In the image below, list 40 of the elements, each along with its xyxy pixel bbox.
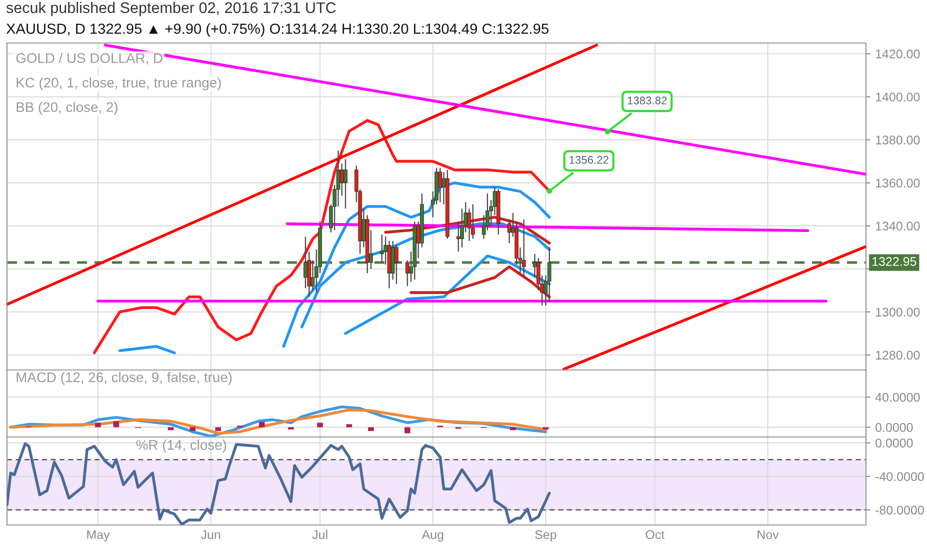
candlestick: [304, 236, 308, 289]
line-series: [344, 254, 551, 335]
y-tick-label: 0.0000: [876, 423, 913, 432]
chart-title: secuk published September 02, 2016 17:31 UTC: [6, 2, 336, 16]
annotation: MACD (12, 26, close, 9, false, true): [16, 372, 232, 385]
chart-subtitle: XAUUSD, D 1322.95 ▲ +9.90 (+0.75%) O:1314.24 H:1330.20 L:1304.49 C:1322.95: [6, 23, 548, 37]
x-tick-label: Sep: [535, 530, 556, 542]
y-tick-label: 1300.00: [876, 308, 920, 317]
y-tick-label: 1340.00: [876, 222, 920, 231]
annotation: 1383.82: [628, 96, 667, 104]
y-tick-label: 40.0000: [875, 392, 920, 402]
x-tick-label: Oct: [646, 530, 665, 540]
x-tick-label: Aug: [422, 530, 444, 542]
x-tick-label: Nov: [758, 530, 779, 540]
y-tick-label: 1400.00: [876, 92, 920, 102]
candlestick: [344, 158, 348, 210]
y-tick-label: -40.0000: [876, 472, 924, 482]
x-tick-label: Jul: [312, 530, 328, 540]
annotation: BB (20, close, 2): [16, 102, 118, 115]
y-tick-label: 1360.00: [876, 178, 920, 188]
candlestick: [394, 244, 398, 284]
annotation: GOLD / US DOLLAR, D: [16, 52, 162, 65]
candlestick: [522, 218, 526, 278]
annotation: KC (20, 1, close, true, true range): [16, 77, 221, 90]
y-tick-label: 0.0000: [876, 438, 913, 448]
y-tick-label: 1280.00: [876, 350, 920, 360]
x-tick-label: Jun: [200, 530, 220, 540]
y-tick-label: 1380.00: [876, 136, 920, 144]
line-series: [410, 265, 551, 298]
x-tick-label: May: [87, 530, 110, 542]
y-tick-label: 1420.00: [876, 50, 920, 58]
candlestick: [547, 246, 552, 303]
y-tick-label: -80.0000: [876, 506, 924, 515]
candlestick: [438, 167, 442, 203]
candlestick: [380, 234, 384, 263]
annotation: 1356.22: [570, 156, 608, 164]
ref-line-label: 1322.95: [872, 257, 916, 266]
candlestick: [470, 204, 475, 240]
candlestick: [340, 162, 344, 196]
annotation: %R (14, close): [136, 440, 226, 453]
